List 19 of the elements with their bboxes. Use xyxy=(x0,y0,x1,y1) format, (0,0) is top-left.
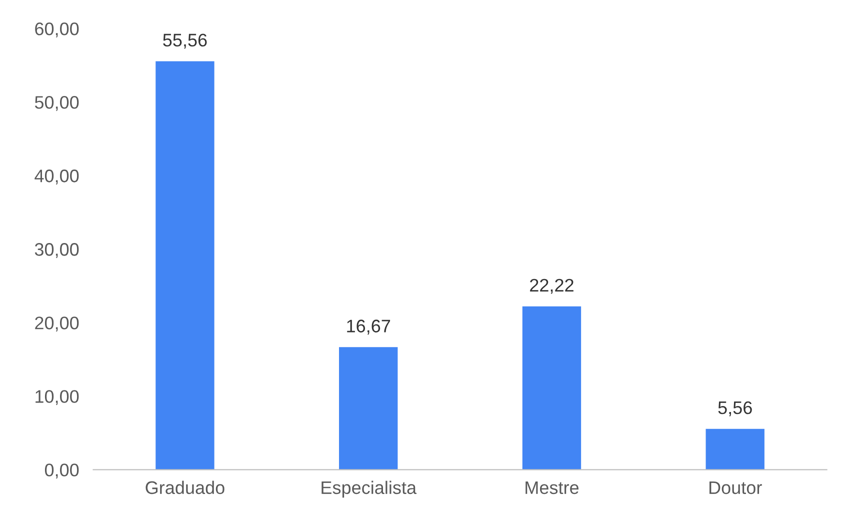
bar xyxy=(156,61,214,470)
data-label: 55,56 xyxy=(163,34,207,49)
y-tick-label: 60,00 xyxy=(35,22,79,38)
data-label: 5,56 xyxy=(718,401,752,416)
bar xyxy=(706,428,764,470)
x-tick-label: Doutor xyxy=(709,481,762,494)
y-tick-label: 30,00 xyxy=(34,243,79,258)
y-tick-label: 20,00 xyxy=(35,316,79,332)
y-tick-label: 0,00 xyxy=(44,464,79,479)
x-tick-label: Especialista xyxy=(322,480,417,498)
x-tick-label: Graduado xyxy=(146,480,224,494)
x-tick-label: Mestre xyxy=(526,481,579,494)
y-tick-label: 10,00 xyxy=(36,390,79,406)
bar xyxy=(522,306,582,470)
data-label: 22,22 xyxy=(530,278,574,294)
y-tick-label: 50,00 xyxy=(34,96,79,111)
data-label: 16,67 xyxy=(347,320,390,335)
bar xyxy=(339,347,398,470)
y-tick-label: 40,00 xyxy=(34,170,79,184)
